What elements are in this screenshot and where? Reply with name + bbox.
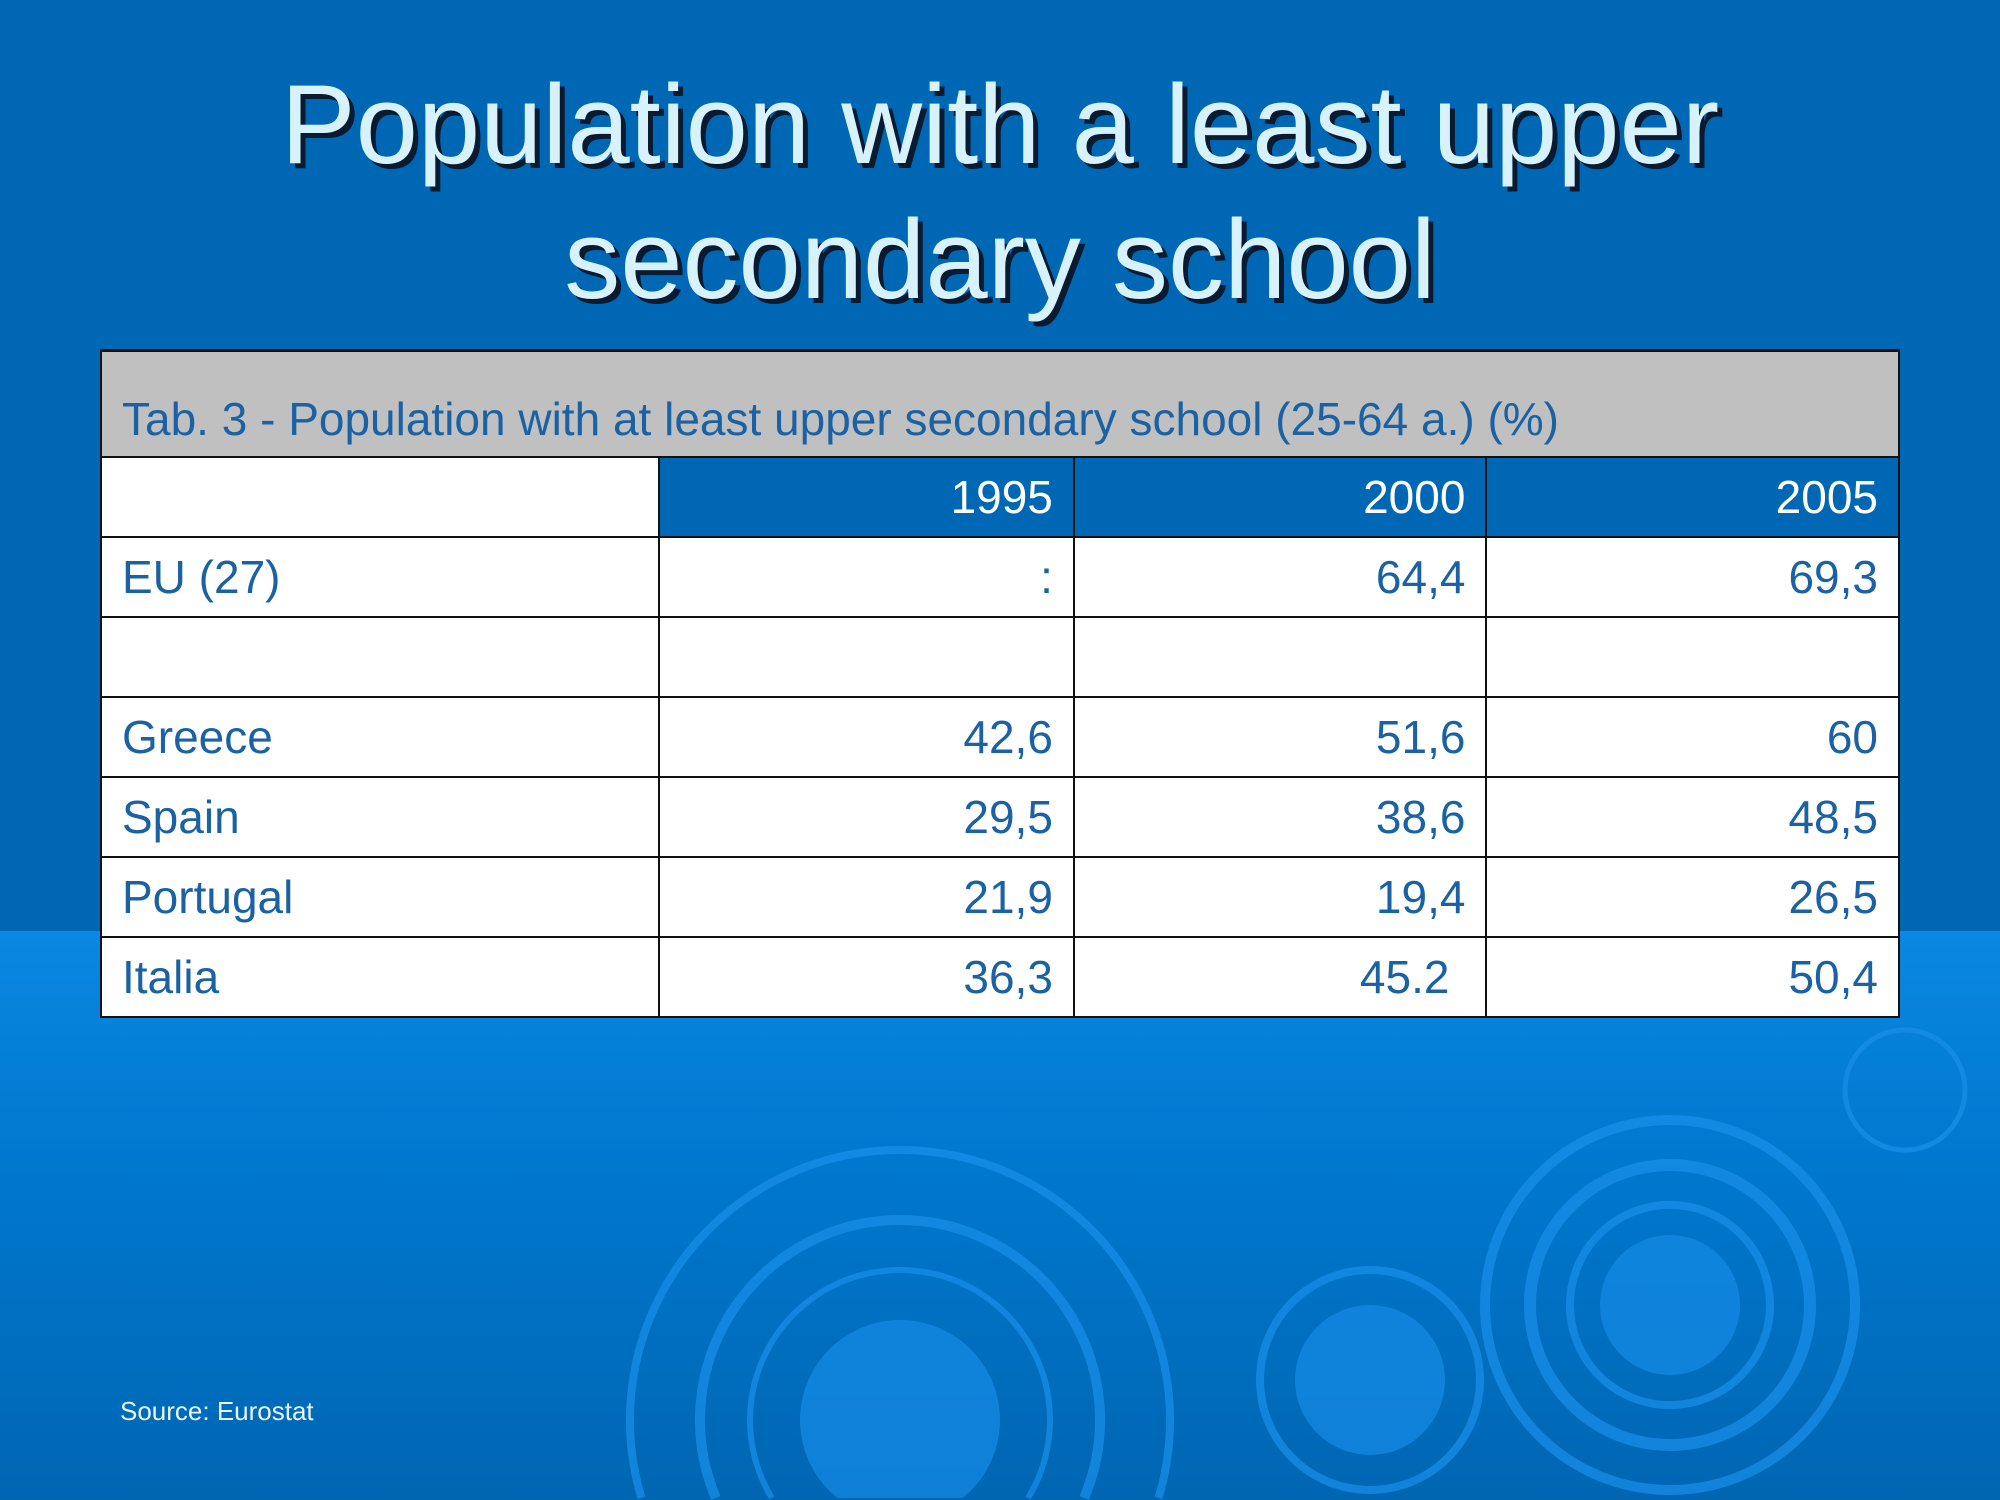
decorative-ring bbox=[1842, 1027, 1968, 1153]
table-row: Spain 29,5 38,6 48,5 bbox=[99, 775, 1900, 858]
cell-1995: : bbox=[658, 535, 1075, 618]
cell-2005: 26,5 bbox=[1485, 855, 1900, 938]
source-note: Source: Eurostat bbox=[120, 1396, 314, 1426]
cell-1995: 42,6 bbox=[658, 695, 1075, 778]
cell-1995: 29,5 bbox=[658, 775, 1075, 858]
table-row: Italia 36,3 45.2 50,4 bbox=[99, 935, 1900, 1018]
cell-2005: 69,3 bbox=[1485, 535, 1900, 618]
cell-2005 bbox=[1485, 615, 1900, 698]
cell-2005: 50,4 bbox=[1485, 935, 1900, 1018]
cell-2000: 51,6 bbox=[1072, 695, 1488, 778]
cell-2005: 60 bbox=[1485, 695, 1900, 778]
row-label: Italia bbox=[99, 935, 661, 1018]
row-label: Spain bbox=[99, 775, 661, 858]
decorative-ring bbox=[626, 1146, 1174, 1500]
header-2005: 2005 bbox=[1485, 455, 1900, 538]
cell-1995 bbox=[658, 615, 1075, 698]
data-table: Tab. 3 - Population with at least upper … bbox=[99, 349, 1900, 1018]
row-label: EU (27) bbox=[99, 535, 661, 618]
cell-2000 bbox=[1072, 615, 1488, 698]
row-label: Portugal bbox=[99, 855, 661, 938]
table-caption-row: Tab. 3 - Population with at least upper … bbox=[100, 349, 1900, 458]
header-blank bbox=[99, 455, 661, 538]
table-row: Greece 42,6 51,6 60 bbox=[99, 695, 1900, 778]
header-2000: 2000 bbox=[1072, 455, 1488, 538]
table-row bbox=[99, 615, 1900, 698]
cell-1995: 21,9 bbox=[658, 855, 1075, 938]
cell-2000: 38,6 bbox=[1072, 775, 1488, 858]
decorative-ring bbox=[1566, 1201, 1775, 1409]
table-row: EU (27) : 64,4 69,3 bbox=[99, 535, 1900, 618]
cell-2000: 64,4 bbox=[1072, 535, 1488, 618]
table-row: Portugal 21,9 19,4 26,5 bbox=[99, 855, 1900, 938]
table-caption: Tab. 3 - Population with at least upper … bbox=[100, 349, 1900, 458]
header-1995: 1995 bbox=[658, 455, 1075, 538]
decorative-ring bbox=[1256, 1266, 1485, 1494]
slide-title-line-2: secondary school bbox=[564, 197, 1436, 322]
decorative-disc bbox=[799, 1319, 1001, 1498]
table-header-row: 1995 2000 2005 bbox=[99, 455, 1900, 538]
slide-title-line-1: Population with a least upper bbox=[280, 62, 1720, 187]
cell-2000: 19,4 bbox=[1072, 855, 1488, 938]
cell-2000: 45.2 bbox=[1072, 935, 1488, 1018]
decorative-ring bbox=[747, 1267, 1053, 1500]
decorative-disc bbox=[1600, 1235, 1740, 1375]
row-label bbox=[99, 615, 661, 698]
decorative-ring bbox=[1480, 1115, 1861, 1495]
decorative-ring bbox=[1524, 1159, 1817, 1451]
cell-1995: 36,3 bbox=[658, 935, 1075, 1018]
cell-2005: 48,5 bbox=[1485, 775, 1900, 858]
decorative-ring bbox=[695, 1215, 1105, 1500]
decorative-disc bbox=[1295, 1305, 1445, 1455]
row-label: Greece bbox=[99, 695, 661, 778]
